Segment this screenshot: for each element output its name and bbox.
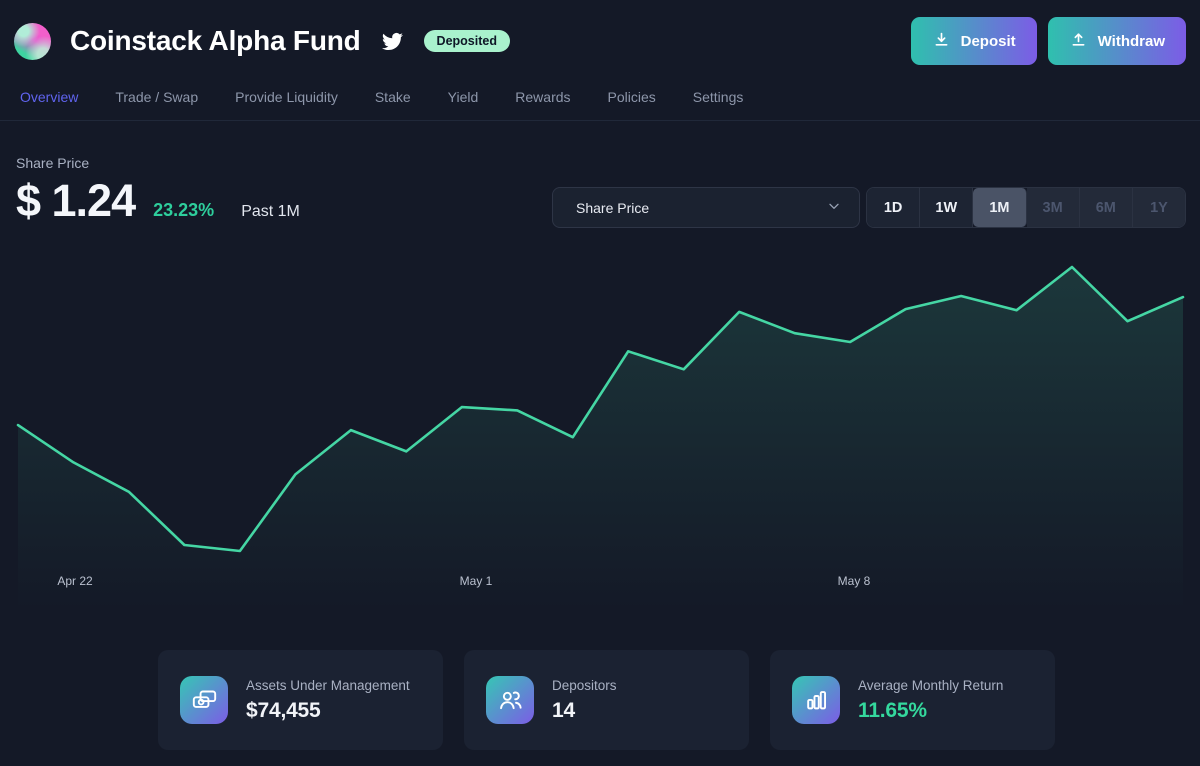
users-icon (486, 676, 534, 724)
stat-card-depositors: Depositors 14 (464, 650, 749, 750)
banknotes-icon (180, 676, 228, 724)
range-1d[interactable]: 1D (867, 188, 921, 227)
deposited-badge: Deposited (423, 30, 510, 52)
share-price-section: Share Price $ 1.24 23.23% Past 1M Share … (0, 121, 1200, 228)
stat-value: 14 (552, 698, 575, 722)
x-axis-label: May 1 (459, 574, 493, 588)
range-3m[interactable]: 3M (1026, 188, 1080, 227)
share-price-change: 23.23% (153, 200, 215, 220)
range-1y[interactable]: 1Y (1132, 188, 1185, 227)
bar-chart-icon (792, 676, 840, 724)
share-price-chart[interactable]: Apr 22 May 1 May 8 (0, 250, 1200, 610)
stat-label: Assets Under Management (246, 677, 410, 693)
twitter-icon[interactable] (381, 31, 403, 52)
tab-settings[interactable]: Settings (692, 89, 744, 105)
fund-identity: Coinstack Alpha Fund Deposited (14, 22, 510, 60)
tab-trade-swap[interactable]: Trade / Swap (115, 89, 199, 105)
tab-provide-liquidity[interactable]: Provide Liquidity (235, 89, 338, 105)
stat-value: 11.65% (858, 698, 927, 722)
stat-card-aum: Assets Under Management $74,455 (158, 650, 443, 750)
share-price-label: Share Price (16, 155, 90, 171)
chart-area-fill (18, 267, 1183, 610)
chart-line (16, 265, 1185, 553)
fund-title: Coinstack Alpha Fund (70, 25, 361, 56)
range-6m[interactable]: 6M (1079, 188, 1133, 227)
deposit-button[interactable]: Deposit (910, 17, 1037, 65)
time-range-selector: 1D 1W 1M 3M 6M 1Y (866, 187, 1186, 228)
chart-controls: Share Price 1D 1W 1M 3M 6M 1Y (552, 187, 1186, 228)
x-axis-label: Apr 22 (57, 574, 93, 588)
tab-yield[interactable]: Yield (447, 89, 479, 105)
tab-policies[interactable]: Policies (607, 89, 656, 105)
download-icon (932, 30, 951, 53)
stat-label: Depositors (552, 677, 617, 693)
tab-rewards[interactable]: Rewards (515, 89, 571, 105)
chevron-down-icon (826, 198, 842, 217)
fund-logo (14, 22, 51, 60)
x-axis-label: May 8 (837, 574, 871, 588)
stat-card-avg-return: Average Monthly Return 11.65% (770, 650, 1055, 750)
upload-icon (1069, 30, 1088, 53)
chart-canvas[interactable] (0, 250, 1200, 610)
stats-row: Assets Under Management $74,455 Deposito… (158, 650, 1055, 750)
metric-dropdown-value: Share Price (576, 199, 650, 216)
metric-dropdown[interactable]: Share Price (552, 187, 860, 228)
tab-overview[interactable]: Overview (20, 89, 79, 105)
withdraw-button[interactable]: Withdraw (1047, 17, 1186, 65)
stat-label: Average Monthly Return (858, 677, 1004, 693)
share-price-period: Past 1M (241, 203, 300, 220)
nav-tabs: Overview Trade / Swap Provide Liquidity … (0, 89, 1200, 121)
stat-value: $74,455 (246, 698, 321, 722)
share-price-line: $ 1.24 23.23% Past 1M (16, 175, 1184, 227)
range-1w[interactable]: 1W (920, 188, 974, 227)
header: Coinstack Alpha Fund Deposited Deposit W… (0, 0, 1200, 65)
tab-stake[interactable]: Stake (374, 89, 411, 105)
header-actions: Deposit Withdraw (910, 17, 1186, 65)
share-price-value: $ 1.24 (16, 175, 136, 226)
range-1m[interactable]: 1M (973, 188, 1027, 227)
